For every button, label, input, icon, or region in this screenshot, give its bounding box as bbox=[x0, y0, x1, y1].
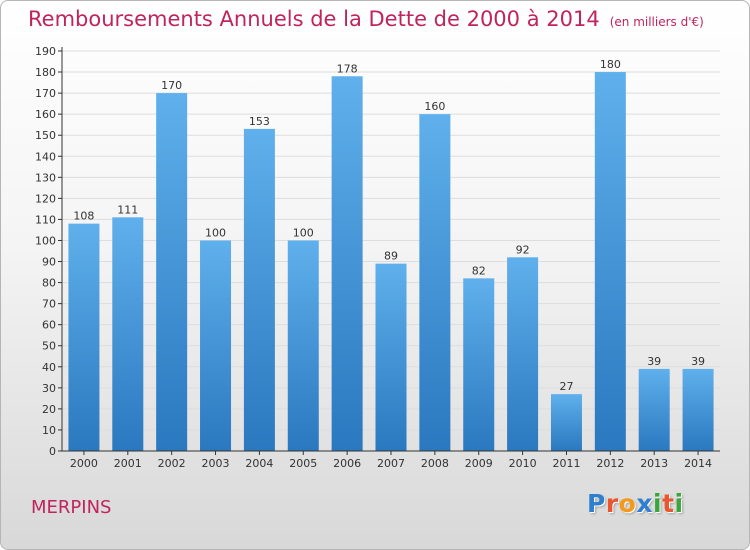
bar bbox=[287, 240, 319, 451]
x-tick-label: 2013 bbox=[640, 457, 668, 470]
y-tick-label: 0 bbox=[49, 445, 56, 458]
unit-label: (en milliers d'€) bbox=[609, 15, 704, 29]
y-tick-label: 80 bbox=[42, 277, 56, 290]
data-label: 100 bbox=[293, 226, 314, 239]
bar bbox=[375, 263, 407, 451]
bars bbox=[68, 72, 714, 452]
data-label: 100 bbox=[205, 226, 226, 239]
place-name: MERPINS bbox=[31, 497, 112, 518]
data-label: 108 bbox=[73, 210, 94, 223]
y-tick-label: 150 bbox=[35, 129, 56, 142]
data-label: 180 bbox=[600, 58, 621, 71]
logo-letter: t bbox=[662, 489, 675, 518]
logo-letter: i bbox=[674, 489, 684, 518]
data-label: 178 bbox=[337, 62, 358, 75]
data-label: 160 bbox=[424, 100, 445, 113]
y-tick-label: 60 bbox=[42, 319, 56, 332]
chart-title: Remboursements Annuels de la Dette de 20… bbox=[28, 7, 704, 31]
bar bbox=[68, 223, 100, 451]
y-tick-label: 70 bbox=[42, 298, 56, 311]
y-tick-label: 40 bbox=[42, 361, 56, 374]
bar bbox=[200, 240, 232, 451]
y-tick-label: 90 bbox=[42, 256, 56, 269]
data-label: 153 bbox=[249, 115, 270, 128]
bar bbox=[682, 368, 714, 451]
data-label: 39 bbox=[647, 355, 661, 368]
y-tick-label: 50 bbox=[42, 340, 56, 353]
y-tick-label: 20 bbox=[42, 403, 56, 416]
logo-letter: P bbox=[587, 489, 606, 518]
data-label: 92 bbox=[516, 243, 530, 256]
bar bbox=[112, 217, 144, 451]
x-tick-label: 2010 bbox=[509, 457, 537, 470]
bar bbox=[594, 72, 626, 451]
x-tick-label: 2011 bbox=[552, 457, 580, 470]
data-label: 89 bbox=[384, 250, 398, 263]
bar bbox=[156, 93, 188, 452]
y-tick-label: 120 bbox=[35, 192, 56, 205]
y-tick-label: 190 bbox=[35, 45, 56, 58]
logo-letter: r bbox=[605, 489, 619, 518]
x-tick-label: 2007 bbox=[377, 457, 405, 470]
x-tick-label: 2004 bbox=[245, 457, 273, 470]
y-tick-label: 130 bbox=[35, 171, 56, 184]
tick-labels: 0 10 20 30 40 50 60 70 80 90 100 110 120 130 140 150 160… bbox=[35, 45, 712, 470]
data-label: 82 bbox=[472, 264, 486, 277]
data-label: 170 bbox=[161, 79, 182, 92]
y-tick-label: 30 bbox=[42, 382, 56, 395]
bar bbox=[638, 368, 670, 451]
data-label: 111 bbox=[117, 203, 138, 216]
x-tick-label: 2014 bbox=[684, 457, 712, 470]
bar bbox=[550, 394, 582, 451]
bar bbox=[331, 76, 363, 452]
x-tick-label: 2009 bbox=[465, 457, 493, 470]
x-tick-label: 2008 bbox=[421, 457, 449, 470]
x-tick-label: 2005 bbox=[289, 457, 317, 470]
x-tick-label: 2012 bbox=[596, 457, 624, 470]
y-tick-label: 160 bbox=[35, 108, 56, 121]
proxiti-logo: Proxiti bbox=[587, 489, 684, 518]
y-tick-label: 100 bbox=[35, 234, 56, 247]
y-tick-label: 140 bbox=[35, 150, 56, 163]
logo-letter: i bbox=[653, 489, 663, 518]
x-tick-label: 2001 bbox=[114, 457, 142, 470]
data-label: 39 bbox=[691, 355, 705, 368]
axes bbox=[58, 47, 720, 455]
logo-letter: o bbox=[618, 489, 637, 518]
y-tick-label: 170 bbox=[35, 87, 56, 100]
title-text: Remboursements Annuels de la Dette de 20… bbox=[28, 7, 600, 31]
y-tick-label: 180 bbox=[35, 66, 56, 79]
bar bbox=[507, 257, 539, 451]
data-labels: 108 111 170 100 153 100 178 89 160 82 92 27 180 39 39 bbox=[73, 58, 705, 393]
bar bbox=[419, 114, 451, 451]
logo-letter: x bbox=[636, 489, 653, 518]
x-tick-label: 2006 bbox=[333, 457, 361, 470]
y-tick-label: 10 bbox=[42, 424, 56, 437]
x-tick-label: 2000 bbox=[70, 457, 98, 470]
data-label: 27 bbox=[559, 380, 573, 393]
bar bbox=[243, 128, 275, 451]
x-tick-label: 2003 bbox=[202, 457, 230, 470]
bar bbox=[463, 278, 495, 451]
y-tick-label: 110 bbox=[35, 213, 56, 226]
x-tick-label: 2002 bbox=[158, 457, 186, 470]
